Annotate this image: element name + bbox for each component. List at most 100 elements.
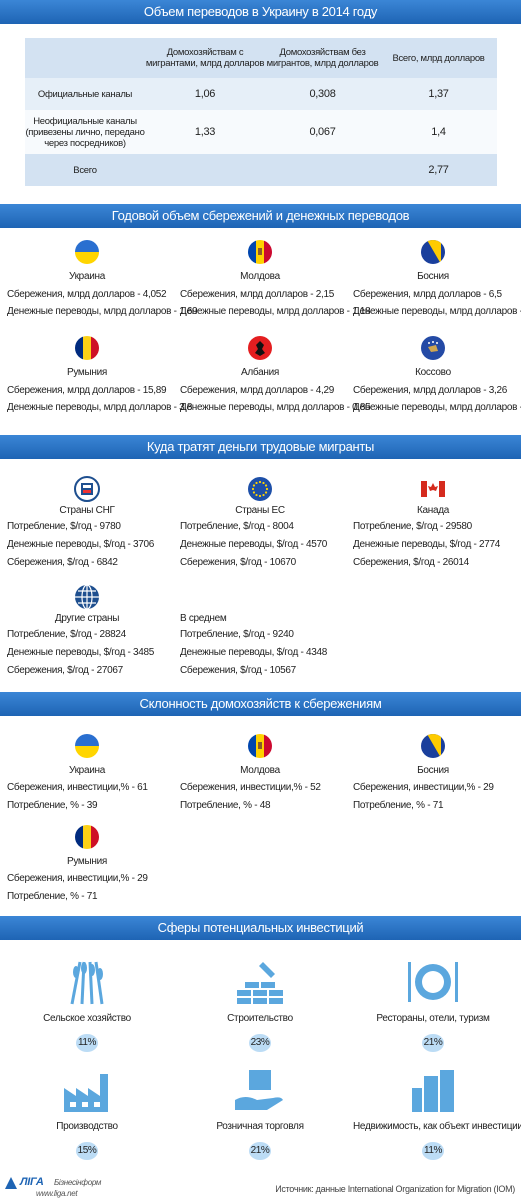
country-name: Коссово [415, 367, 451, 378]
row-label: Официальные каналы [37, 88, 133, 100]
stat-line: Денежные переводы, $/год - 3485 [7, 647, 155, 658]
country-name: Молдова [240, 765, 280, 776]
stat-line: Денежные переводы, млрд долларов - 1,44 [353, 306, 521, 317]
country-name: Румыния [66, 856, 108, 867]
stat-line: Сбережения, $/год - 6842 [7, 557, 118, 568]
stat-line: Потребление, $/год - 28824 [7, 629, 126, 640]
country-name: Молдова [240, 271, 280, 282]
sector-share: 21% [249, 1142, 271, 1160]
stat-line: Сбережения, млрд долларов - 6,5 [353, 289, 502, 300]
stat-line: Денежные переводы, $/год - 3706 [7, 539, 155, 550]
flag [248, 240, 272, 264]
table-row [25, 78, 497, 110]
flag [248, 734, 272, 758]
stat-line: Потребление, % - 71 [7, 891, 98, 902]
stat-line: Денежные переводы, млрд долларов - 3,8 [7, 402, 193, 413]
stat-line: Денежные переводы, млрд долларов - 0,59 [353, 402, 521, 413]
flag [248, 336, 272, 360]
section-header: Куда тратят деньги трудовые мигранты [0, 435, 521, 459]
sector-share: 21% [422, 1034, 444, 1052]
stat-line: Потребление, $/год - 9780 [7, 521, 121, 532]
country-name: Украина [69, 765, 105, 776]
country-name: Босния [417, 271, 449, 282]
stat-line: Денежные переводы, млрд долларов - 1,18 [180, 306, 371, 317]
stat-line: Потребление, $/год - 9240 [180, 629, 294, 640]
flag [75, 734, 99, 758]
table-row [25, 38, 497, 78]
column-header: Домохозяйствам без мигрантов, млрд долла… [266, 47, 379, 69]
sector-label: Строительство [227, 1013, 293, 1024]
sector-label: Сельское хозяйство [43, 1013, 131, 1024]
sector-label: Недвижимость, как объект инвестиции [353, 1121, 521, 1132]
column-header: Всего, млрд долларов [392, 52, 485, 64]
group-name: Другие страны [54, 613, 120, 624]
sector-share: 11% [76, 1034, 98, 1052]
region-icon [421, 477, 445, 501]
group-name: Страны СНГ [59, 505, 115, 516]
stat-line: Сбережения, $/год - 26014 [353, 557, 469, 568]
section-header: Склонность домохозяйств к сбережениям [0, 692, 521, 716]
stat-line: Сбережения, $/год - 10567 [180, 665, 296, 676]
stat-line: Потребление, $/год - 29580 [353, 521, 472, 532]
section-header: Объем переводов в Украину в 2014 году [0, 0, 521, 24]
sector-icon [408, 962, 458, 1002]
stat-line: Сбережения, инвестиции,% - 29 [353, 782, 494, 793]
group-name: Страны ЕС [235, 505, 285, 516]
table-value: 0,067 [309, 126, 336, 138]
sector-label: Розничная торговля [216, 1121, 304, 1132]
section-header: Сферы потенциальных инвестиций [0, 916, 521, 940]
sector-icon [412, 1070, 454, 1112]
table-value: 2,77 [428, 164, 449, 176]
sector-icon [237, 962, 283, 1004]
sector-label: Производство [56, 1121, 118, 1132]
stat-line: Потребление, % - 39 [7, 800, 98, 811]
column-header: Домохозяйствам с мигрантами, млрд доллар… [145, 47, 265, 69]
table-row [25, 110, 497, 154]
flag [75, 825, 99, 849]
group-name: В среднем [180, 613, 227, 624]
country-name: Босния [417, 765, 449, 776]
stat-line: Сбережения, млрд долларов - 15,89 [7, 385, 167, 396]
country-name: Албания [241, 367, 279, 378]
group-name: Канада [416, 505, 450, 516]
stat-line: Денежные переводы, $/год - 2774 [353, 539, 501, 550]
stat-line: Сбережения, млрд долларов - 2,15 [180, 289, 334, 300]
logo-mark [5, 1177, 17, 1189]
stat-line: Сбережения, млрд долларов - 4,052 [7, 289, 167, 300]
stat-line: Сбережения, инвестиции,% - 61 [7, 782, 148, 793]
row-label: Неофициальные каналы (привезены лично, п… [25, 115, 145, 149]
flag [75, 336, 99, 360]
sector-icon [70, 961, 104, 1005]
stat-line: Сбережения, $/год - 27067 [7, 665, 123, 676]
region-icon [75, 584, 99, 610]
table-value: 1,37 [428, 88, 449, 100]
sector-share: 23% [249, 1034, 271, 1052]
stat-line: Денежные переводы, млрд долларов - 0,85 [180, 402, 371, 413]
source: Источник: данные International Organizat… [275, 1184, 515, 1194]
stat-line: Сбережения, инвестиции,% - 52 [180, 782, 321, 793]
stat-line: Потребление, $/год - 8004 [180, 521, 294, 532]
stat-line: Денежные переводы, $/год - 4570 [180, 539, 328, 550]
sector-icon [235, 1070, 283, 1110]
flag [421, 336, 445, 360]
region-icon [74, 476, 100, 502]
sector-share: 15% [76, 1142, 98, 1160]
stat-line: Денежные переводы, млрд долларов - 1,69 [7, 306, 198, 317]
stat-line: Денежные переводы, $/год - 4348 [180, 647, 328, 658]
stat-line: Сбережения, $/год - 10670 [180, 557, 296, 568]
table-value: 1,33 [194, 126, 216, 138]
table-value: 1,4 [431, 126, 446, 138]
logo: ЛІГА [20, 1176, 44, 1188]
flag [421, 734, 445, 758]
site: www.liga.net [36, 1189, 78, 1198]
stat-line: Сбережения, млрд долларов - 3,26 [353, 385, 507, 396]
table-value: 0,308 [309, 88, 336, 100]
region-icon [248, 477, 272, 501]
country-name: Румыния [66, 367, 108, 378]
country-name: Украина [69, 271, 105, 282]
row-label: Всего [73, 164, 97, 176]
sector-share: 11% [422, 1142, 444, 1160]
section-header: Годовой объем сбережений и денежных пере… [0, 204, 521, 228]
sector-icon [64, 1074, 108, 1112]
